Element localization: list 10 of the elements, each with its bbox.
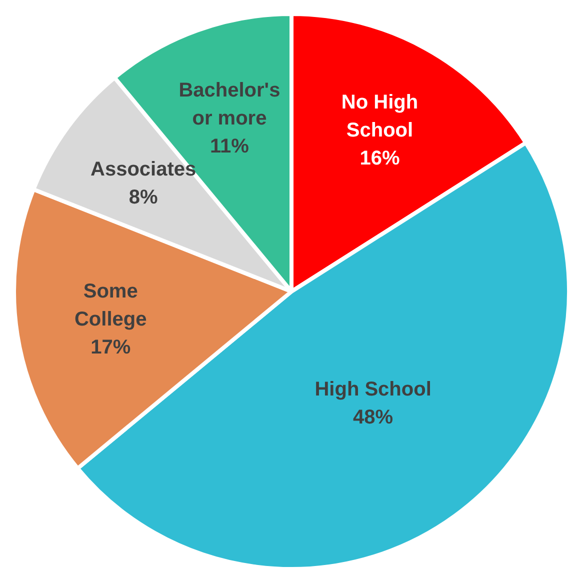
data-label: 16% — [360, 148, 400, 170]
slice-label: No High School — [341, 92, 418, 142]
data-label: 11% — [210, 136, 250, 158]
data-label: 48% — [353, 406, 394, 428]
slice-label: Associates — [90, 158, 196, 180]
slice-label: High School — [314, 378, 432, 400]
data-label: 17% — [90, 336, 131, 359]
slice-label: Some College — [74, 280, 147, 331]
slice-label: Bachelor's or more — [178, 80, 280, 130]
data-label: 8% — [128, 186, 158, 208]
